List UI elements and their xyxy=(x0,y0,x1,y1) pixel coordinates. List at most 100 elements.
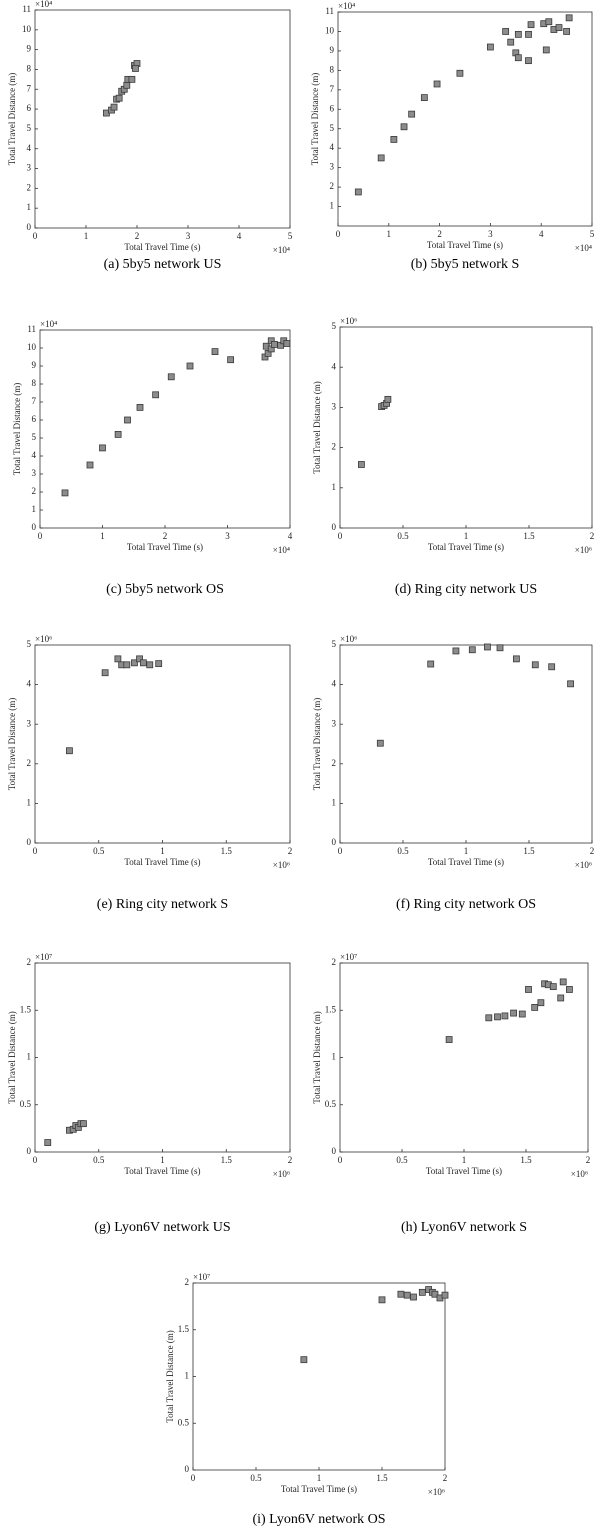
x-multiplier: ×10⁴ xyxy=(575,243,592,253)
x-multiplier: ×10⁶ xyxy=(273,860,290,870)
y-multiplier: ×10⁴ xyxy=(35,0,52,9)
point xyxy=(545,18,553,26)
plot-frame xyxy=(337,11,593,227)
x-tick-label: 5 xyxy=(288,231,293,241)
y-tick-label: 0.5 xyxy=(20,1099,32,1109)
y-tick-label: 1 xyxy=(27,1052,32,1062)
point xyxy=(510,1009,518,1017)
point xyxy=(486,43,494,51)
x-tick-label: 1.5 xyxy=(376,1473,388,1483)
x-tick-label: 1.5 xyxy=(221,1155,233,1165)
point xyxy=(513,655,520,663)
plot-frame xyxy=(339,326,593,529)
y-tick-label: 1 xyxy=(332,1052,337,1062)
y-tick-label: 2 xyxy=(185,1277,190,1287)
x-tick-label: 1 xyxy=(160,1155,165,1165)
point xyxy=(131,659,138,667)
point xyxy=(358,461,365,468)
y-tick-label: 2 xyxy=(27,758,32,768)
point xyxy=(167,373,175,381)
x-tick-label: 0 xyxy=(38,531,43,541)
point xyxy=(123,81,131,89)
x-tick-label: 0 xyxy=(338,1155,343,1165)
point xyxy=(377,154,385,162)
y-axis-label: Total Travel Distance (m) xyxy=(7,73,17,166)
x-axis-label: Total Travel Time (s) xyxy=(426,1166,502,1176)
point xyxy=(566,986,573,993)
y-multiplier: ×10⁷ xyxy=(35,952,52,962)
y-tick-label: 5 xyxy=(332,639,337,649)
point xyxy=(494,1013,501,1021)
y-tick-label: 1 xyxy=(27,202,32,212)
x-tick-label: 4 xyxy=(237,231,242,241)
y-multiplier: ×10⁷ xyxy=(340,952,357,962)
y-axis-label: Total Travel Distance (m) xyxy=(312,1011,322,1104)
y-tick-label: 1.5 xyxy=(325,1004,337,1014)
y-tick-label: 10 xyxy=(22,24,32,34)
point xyxy=(115,94,123,102)
x-axis-label: Total Travel Time (s) xyxy=(428,542,504,552)
point xyxy=(555,24,563,31)
y-tick-label: 1 xyxy=(330,201,335,211)
point xyxy=(420,94,428,101)
x-tick-label: 2 xyxy=(163,531,168,541)
x-tick-label: 0.5 xyxy=(93,1155,105,1165)
x-axis-label: Total Travel Time (s) xyxy=(124,857,200,867)
y-tick-label: 1 xyxy=(27,797,32,807)
point xyxy=(557,994,565,1002)
point xyxy=(400,123,408,131)
x-axis-label: Total Travel Time (s) xyxy=(124,1166,200,1176)
point xyxy=(132,65,139,72)
point xyxy=(136,403,144,411)
x-tick-label: 0 xyxy=(191,1473,196,1483)
y-tick-label: 3 xyxy=(32,468,37,478)
x-tick-label: 2 xyxy=(586,1155,591,1165)
y-tick-label: 1.5 xyxy=(20,1004,32,1014)
x-tick-label: 1.5 xyxy=(523,531,535,541)
x-tick-label: 1 xyxy=(464,846,469,856)
y-tick-label: 6 xyxy=(27,103,32,113)
x-tick-label: 2 xyxy=(288,1155,293,1165)
y-tick-label: 3 xyxy=(27,163,32,173)
point xyxy=(110,103,118,111)
point xyxy=(525,986,532,993)
point xyxy=(270,340,278,348)
y-tick-label: 3 xyxy=(27,718,32,728)
y-tick-label: 0 xyxy=(27,837,32,847)
y-tick-label: 11 xyxy=(22,4,31,14)
y-multiplier: ×10⁴ xyxy=(338,1,355,11)
x-multiplier: ×10⁶ xyxy=(273,1169,290,1179)
point xyxy=(431,1290,439,1298)
point xyxy=(518,1010,526,1018)
x-tick-label: 2 xyxy=(437,229,442,239)
point xyxy=(565,14,573,22)
point xyxy=(397,1290,405,1298)
point xyxy=(441,1291,449,1299)
x-tick-label: 1 xyxy=(84,231,89,241)
x-tick-label: 3 xyxy=(225,531,230,541)
point xyxy=(452,647,460,655)
x-tick-label: 0 xyxy=(338,846,343,856)
point xyxy=(99,444,106,452)
y-tick-label: 0 xyxy=(32,522,37,532)
point xyxy=(403,1291,411,1299)
point xyxy=(123,661,131,669)
x-tick-label: 1 xyxy=(462,1155,467,1165)
point xyxy=(354,188,362,196)
y-tick-label: 3 xyxy=(332,401,337,411)
y-axis-label: Total Travel Distance (m) xyxy=(12,383,22,476)
x-axis-label: Total Travel Time (s) xyxy=(281,1484,357,1494)
point xyxy=(384,395,392,403)
y-multiplier: ×10⁶ xyxy=(340,634,357,644)
x-tick-label: 0 xyxy=(33,231,38,241)
y-axis-label: Total Travel Distance (m) xyxy=(7,698,17,791)
point xyxy=(485,1014,493,1022)
x-tick-label: 0.5 xyxy=(396,1155,408,1165)
caption: (b) 5by5 network S xyxy=(411,257,520,272)
y-tick-label: 5 xyxy=(32,432,37,442)
x-tick-label: 1 xyxy=(387,229,392,239)
y-tick-label: 0 xyxy=(185,1464,190,1474)
plot-frame xyxy=(339,962,589,1153)
x-tick-label: 5 xyxy=(590,229,595,239)
